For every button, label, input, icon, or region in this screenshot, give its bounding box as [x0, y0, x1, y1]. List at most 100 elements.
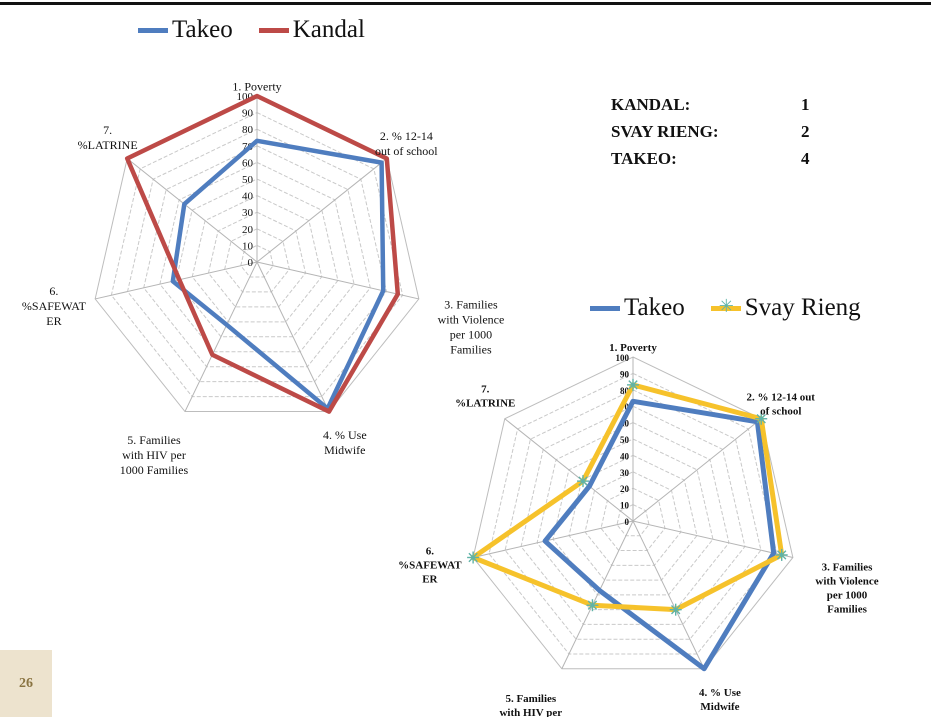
tick-label: 80: [620, 386, 630, 396]
series-point: [627, 378, 639, 391]
axis-spoke: [632, 418, 762, 522]
series-point: [576, 475, 589, 488]
grid-ring: [175, 178, 339, 338]
axis-label: 7. %LATRINE: [78, 123, 138, 152]
axis-labels: 1. Poverty 2. % 12-14 out of school 3. Fami…: [398, 342, 879, 717]
axis-label: 3. Families with Violence per 1000 Families: [815, 561, 878, 615]
axis-label: 7. %LATRINE: [455, 383, 515, 409]
series-point: [669, 603, 682, 616]
radar-grid: [94, 95, 420, 413]
legend-label-kandal: Kandal: [292, 16, 365, 43]
legend-item-takeo-2: Takeo: [590, 294, 685, 322]
axis-spoke: [473, 520, 634, 558]
tick-labels: 0 10 20 30 40 50 60 70 80 90 100: [616, 353, 630, 527]
tick-label: 30: [242, 207, 254, 219]
series-point: [586, 599, 599, 612]
tick-label: 80: [242, 124, 254, 136]
ranking-row: SVAY RIENG: 2: [611, 118, 810, 145]
legend-swatch-takeo-2: [590, 305, 620, 311]
axis-spoke: [256, 158, 388, 263]
axis-spoke: [95, 261, 258, 300]
tick-label: 90: [242, 108, 254, 120]
grid-ring: [520, 405, 746, 625]
tick-label: 30: [620, 468, 630, 478]
tick-label: 60: [242, 157, 254, 169]
axis-labels: 1. Poverty 2. % 12-14 out of school 3. Fami…: [22, 80, 504, 478]
series-point: [755, 412, 768, 425]
grid-ring: [616, 504, 650, 537]
tick-label: 70: [620, 402, 630, 412]
grid-ring: [110, 112, 404, 398]
top-rule: [0, 2, 931, 5]
legend-item-takeo: Takeo: [138, 16, 233, 44]
axis-spoke: [256, 261, 419, 300]
axis-spoke: [126, 158, 258, 263]
tick-label: 0: [248, 257, 254, 269]
tick-label: 10: [242, 240, 254, 252]
ranking-province: KANDAL:: [611, 95, 691, 114]
ranking-province: TAKEO:: [611, 149, 677, 168]
axis-label: 1. Poverty: [609, 342, 657, 354]
grid-ring: [224, 228, 290, 293]
grid-ring: [536, 422, 730, 611]
axis-label: 6. %SAFEWAT ER: [22, 284, 87, 328]
series-line-kandal: [124, 93, 401, 414]
grid-ring: [94, 95, 420, 413]
grid-ring: [552, 438, 714, 596]
grid-ring: [207, 211, 307, 308]
axis-spoke: [504, 418, 634, 522]
series-point: [775, 548, 788, 561]
series-line-takeo: [542, 398, 777, 672]
radar-grid: [472, 356, 794, 670]
tick-label: 0: [625, 517, 630, 527]
grid-ring: [126, 128, 388, 383]
tick-label: 90: [620, 369, 630, 379]
axis-label: 3. Families with Violence per 1000 Families: [438, 298, 505, 357]
grid-ring: [488, 372, 778, 655]
legend-swatch-kandal: [258, 27, 289, 33]
legend-label-takeo-2: Takeo: [624, 294, 685, 321]
ranking-value: 1: [801, 95, 810, 114]
page-number-badge: 26: [0, 650, 52, 717]
axis-label: 6. %SAFEWAT ER: [398, 545, 462, 585]
tick-label: 50: [242, 174, 254, 186]
axis-spoke: [256, 261, 330, 412]
legend-chart-1: Takeo Kandal: [138, 16, 391, 44]
axis-spoke: [184, 261, 258, 412]
axis-spoke: [632, 520, 793, 558]
legend-label-takeo: Takeo: [172, 16, 233, 43]
grid-ring: [504, 389, 762, 640]
axis-label: 2. % 12-14 out of school: [747, 391, 816, 417]
tick-label: 100: [616, 353, 630, 363]
ranking-row: KANDAL: 1: [611, 91, 810, 118]
axis-spoke: [561, 520, 634, 669]
grid-ring: [143, 145, 371, 368]
ranking-value: 4: [801, 149, 810, 168]
legend-item-kandal: Kandal: [258, 16, 365, 44]
ranking-row: TAKEO: 4: [611, 145, 810, 172]
legend-swatch-takeo: [138, 27, 168, 33]
axis-label: 4. % Use Midwife: [323, 428, 367, 457]
axis-label: 4. % Use Midwife: [699, 687, 741, 713]
tick-label: 50: [620, 435, 630, 445]
axis-spoke: [632, 520, 705, 669]
tick-label: 20: [620, 484, 630, 494]
tick-label: 40: [620, 451, 630, 461]
legend-label-svay-rieng: Svay Rieng: [744, 294, 861, 321]
grid-ring: [240, 244, 274, 278]
series-point: [467, 551, 480, 564]
page-number: 26: [19, 675, 33, 691]
tick-label: 60: [620, 419, 630, 429]
legend-item-svay-rieng: ✳ Svay Rieng: [710, 294, 861, 322]
grid-ring: [600, 487, 666, 552]
axis-label: 2. % 12-14 out of school: [375, 129, 438, 158]
tick-label: 20: [242, 224, 254, 236]
tick-label: 40: [242, 191, 254, 203]
grid-ring: [191, 195, 323, 323]
axis-label: 1. Poverty: [232, 80, 281, 94]
series-line-svay-rieng: [470, 382, 785, 613]
